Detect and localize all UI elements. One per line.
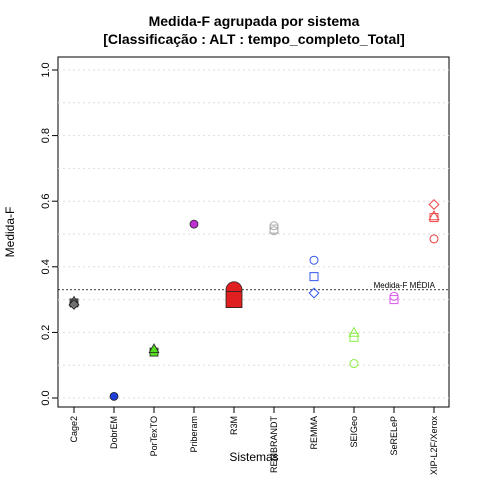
x-tick-label: PorTexTO	[149, 416, 159, 456]
x-tick-label: DobrEM	[109, 416, 119, 449]
x-tick-label: REMBRANDT	[269, 416, 279, 474]
data-point-diamond	[428, 198, 440, 210]
y-tick-label: 0.8	[40, 128, 52, 143]
reference-line-label: Medida-F MÉDIA	[374, 281, 436, 290]
plot-area	[57, 56, 450, 408]
data-point-square	[269, 224, 279, 234]
grid-lines	[58, 69, 449, 399]
x-tick-label: Cage2	[69, 416, 79, 443]
y-tick-label: 0.4	[40, 259, 52, 274]
x-tick-label: SEIGeo	[349, 416, 359, 448]
x-axis: Cage2 DobrEM PorTexTO Priberam R3M REMBRANDT R…	[69, 407, 439, 475]
data-point-triangle	[348, 326, 360, 337]
x-tick-label: Priberam	[189, 416, 199, 453]
y-axis-title: Medida-F	[3, 207, 17, 258]
x-tick-label: R3M	[229, 416, 239, 435]
y-tick-label: 0.0	[40, 390, 52, 405]
x-tick-label: REMMA	[309, 416, 319, 450]
chart-title-line-1: Medida-F agrupada por sistema	[149, 13, 360, 29]
data-point-circle	[309, 255, 319, 265]
data-point-diamond	[68, 299, 80, 310]
data-point-square	[225, 291, 243, 309]
data-point-square	[389, 295, 399, 305]
x-tick-label: SeRELeP	[389, 416, 399, 456]
y-axis: 0.0 0.2 0.4 0.6 0.8 1.0	[40, 62, 58, 406]
data-point-diamond	[308, 287, 320, 299]
data-point-circle	[429, 234, 439, 244]
reference-line: Medida-F MÉDIA	[58, 281, 449, 291]
data-points	[68, 198, 440, 401]
data-point-circle	[109, 391, 119, 401]
chart-title: Medida-F agrupada por sistema [Classific…	[103, 13, 405, 47]
x-tick-label: XIP-L2F/Xerox	[429, 416, 439, 476]
data-point-circle	[349, 359, 359, 369]
y-tick-label: 1.0	[40, 62, 52, 77]
data-point-square	[309, 272, 319, 282]
y-tick-label: 0.2	[40, 325, 52, 340]
data-point-circle	[189, 219, 199, 229]
data-point-square	[429, 213, 439, 223]
y-tick-label: 0.6	[40, 194, 52, 209]
x-axis-title: Sistemas	[229, 450, 278, 464]
data-point-square	[349, 332, 359, 342]
chart-title-line-2: [Classificação : ALT : tempo_completo_To…	[103, 31, 405, 47]
data-point-triangle	[148, 343, 160, 354]
data-point-triangle	[428, 210, 440, 221]
